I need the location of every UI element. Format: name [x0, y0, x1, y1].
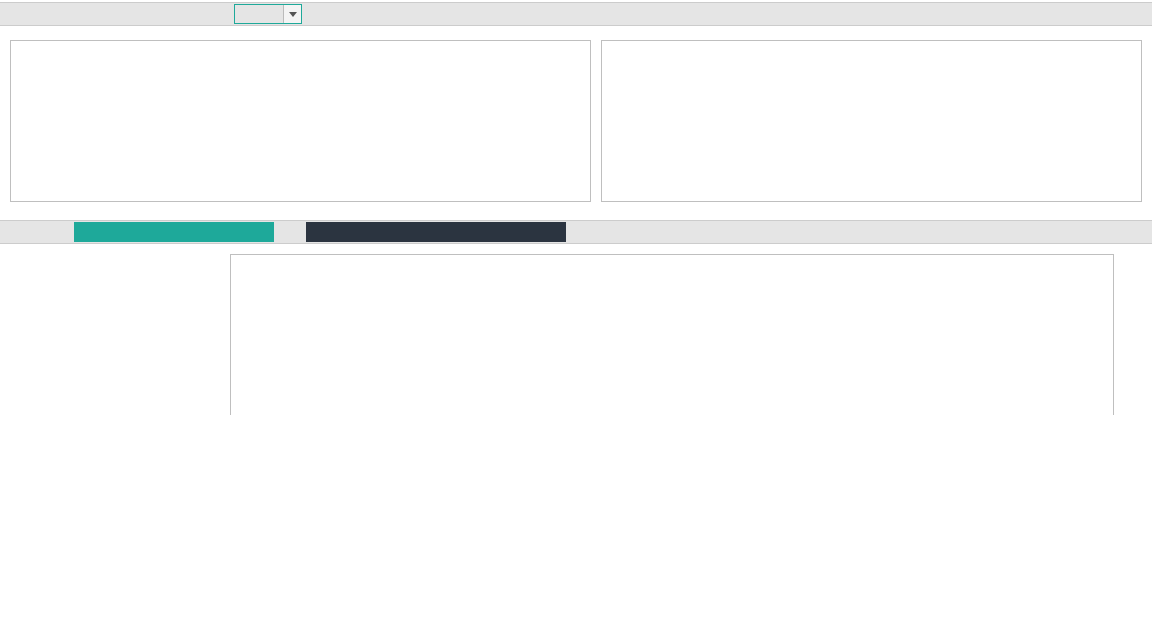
category-bar-chart-panel	[601, 40, 1142, 202]
compare-department-pill[interactable]	[306, 222, 566, 242]
department-compare-chart	[231, 261, 531, 411]
year-dropdown[interactable]	[234, 4, 302, 24]
monthly-line-chart	[11, 47, 311, 197]
department-kpi-column	[40, 254, 210, 415]
chevron-down-icon	[289, 12, 297, 17]
category-bar-chart	[602, 47, 902, 197]
year-selector	[228, 4, 302, 24]
department-compare-chart-panel	[230, 254, 1114, 415]
department-controls	[68, 222, 566, 242]
company-charts-row	[0, 40, 1152, 202]
company-kpi-row	[0, 32, 1152, 40]
monthly-line-chart-panel	[10, 40, 591, 202]
company-review-header	[0, 2, 1152, 26]
department-body	[0, 250, 1152, 415]
department-review-header	[0, 220, 1152, 244]
year-dropdown-button[interactable]	[283, 5, 301, 23]
selected-department-pill[interactable]	[74, 222, 274, 242]
